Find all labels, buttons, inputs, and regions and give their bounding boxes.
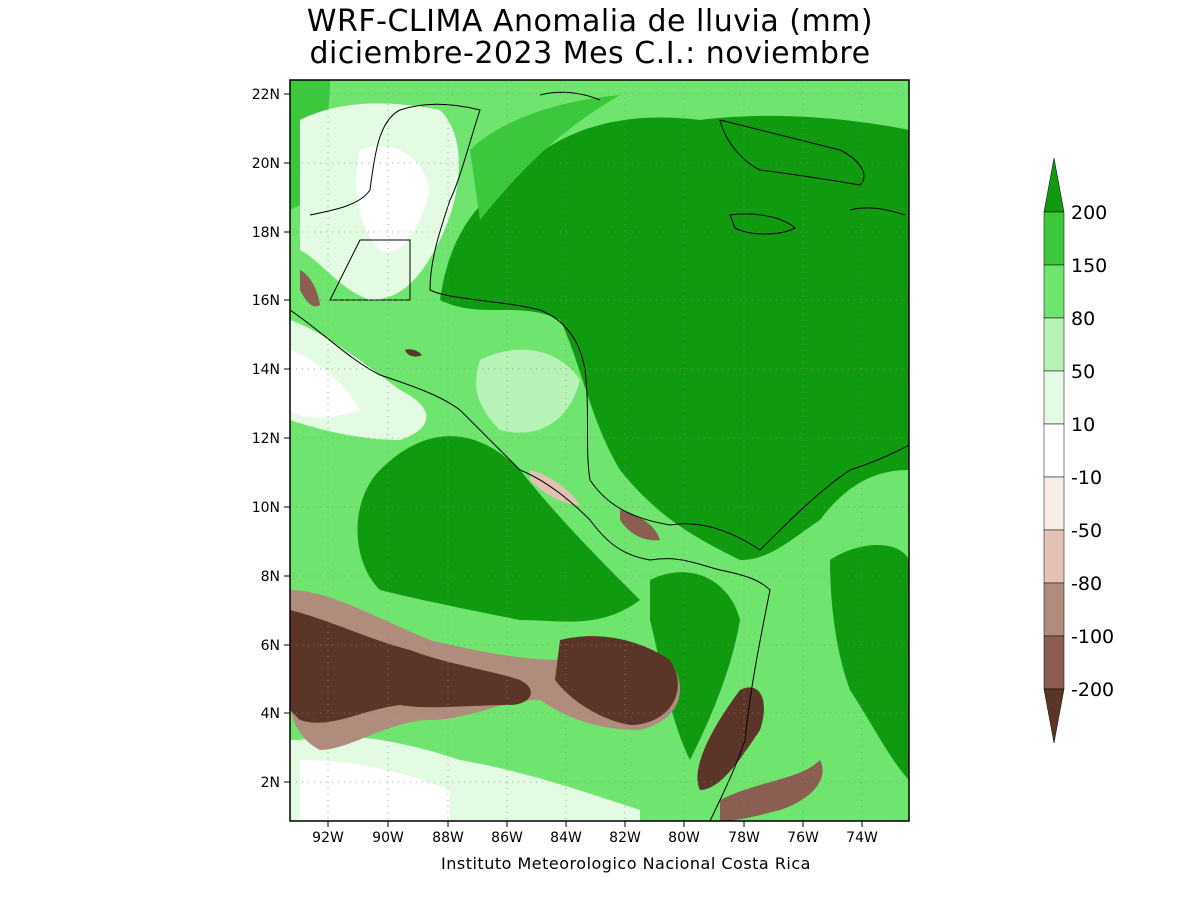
map-title-line-1: WRF-CLIMA Anomalia de lluvia (mm) (306, 4, 874, 39)
lon-label: 80W (668, 830, 700, 846)
field-mexico-dry (300, 270, 320, 307)
colorbar-swatch (1043, 211, 1065, 266)
lat-labels: 22N 20N 18N 16N 14N 12N 10N 8N 6N 4N 2N (252, 87, 280, 791)
colorbar-swatch (1043, 476, 1065, 531)
field-panama-dry (620, 510, 660, 541)
field-gulf-green (470, 95, 620, 220)
colorbar-label: -100 (1071, 626, 1114, 648)
lat-label: 2N (261, 775, 280, 791)
colorbar-label: 200 (1071, 202, 1107, 224)
colorbar: 200 150 80 50 10 -10 -50 -80 -100 -200 (1043, 157, 1114, 744)
field-honduras-pale (476, 349, 580, 433)
field-itcz-dry-core-east (555, 636, 678, 725)
colorbar-swatch (1043, 582, 1065, 637)
map-frame (289, 79, 910, 822)
lat-label: 14N (252, 362, 280, 378)
puerto-rico-coastline (849, 207, 906, 216)
colorbar-label: 150 (1071, 255, 1107, 277)
colorbar-swatch (1043, 317, 1065, 372)
colorbar-bottom-arrow (1043, 688, 1065, 744)
field-pacific-neutral (290, 350, 360, 418)
lat-label: 18N (252, 225, 280, 241)
lon-label: 82W (609, 830, 641, 846)
field-south-dry (720, 760, 823, 821)
colorbar-label: 10 (1071, 414, 1095, 436)
field-costarica-dry (530, 470, 580, 505)
colorbar-label: 80 (1071, 308, 1095, 330)
lon-tick-marks (327, 821, 863, 827)
field-colombia-dry (697, 687, 764, 790)
map-title-line-2: diciembre-2023 Mes C.I.: noviembre (309, 36, 871, 71)
colorbar-top-arrow (1043, 157, 1065, 213)
field-yucatan-neutral (356, 146, 430, 252)
field-itcz-dry-core-west (290, 610, 531, 723)
lon-label: 84W (550, 830, 582, 846)
cuba-coastline (539, 91, 601, 101)
institution-credit: Instituto Meteorologico Nacional Costa R… (441, 854, 811, 873)
lon-label: 88W (432, 830, 464, 846)
lon-labels: 92W 90W 88W 86W 84W 82W 80W 78W 76W 74W (312, 830, 878, 846)
lat-label: 16N (252, 293, 280, 309)
colorbar-label: -80 (1071, 573, 1102, 595)
field-southwest-neutral (300, 760, 450, 821)
lat-label: 12N (252, 431, 280, 447)
lon-label: 90W (372, 830, 404, 846)
field-salvador-dry (405, 349, 422, 357)
rainfall-anomaly-field (290, 80, 909, 821)
pacific-coastline (290, 309, 771, 821)
lat-label: 8N (261, 569, 280, 585)
lat-label: 20N (252, 156, 280, 172)
lat-label: 10N (252, 500, 280, 516)
caribbean-coastline (309, 103, 909, 551)
lat-label: 22N (252, 87, 280, 103)
colorbar-swatch (1043, 529, 1065, 584)
lon-label: 86W (491, 830, 523, 846)
field-pacific-core (357, 436, 640, 622)
field-colombia-east (830, 545, 909, 780)
colorbar-swatch (1043, 264, 1065, 319)
colorbar-label: -50 (1071, 520, 1102, 542)
colorbar-label: -200 (1071, 679, 1114, 701)
colorbar-swatch (1043, 370, 1065, 425)
lon-label: 76W (787, 830, 819, 846)
colorbar-swatch (1043, 635, 1065, 690)
hispaniola-coastline (719, 119, 865, 186)
lat-label: 4N (261, 706, 280, 722)
colorbar-label: -10 (1071, 467, 1102, 489)
lat-label: 6N (261, 638, 280, 654)
field-caribbean-core (440, 115, 909, 561)
field-colombia-pacific (650, 572, 740, 760)
lon-label: 74W (846, 830, 878, 846)
lon-label: 78W (728, 830, 760, 846)
lon-label: 92W (312, 830, 344, 846)
field-itcz-dry-outer (290, 590, 680, 750)
lat-tick-marks (284, 93, 290, 783)
colorbar-swatch (1043, 423, 1065, 478)
colorbar-label: 50 (1071, 361, 1095, 383)
